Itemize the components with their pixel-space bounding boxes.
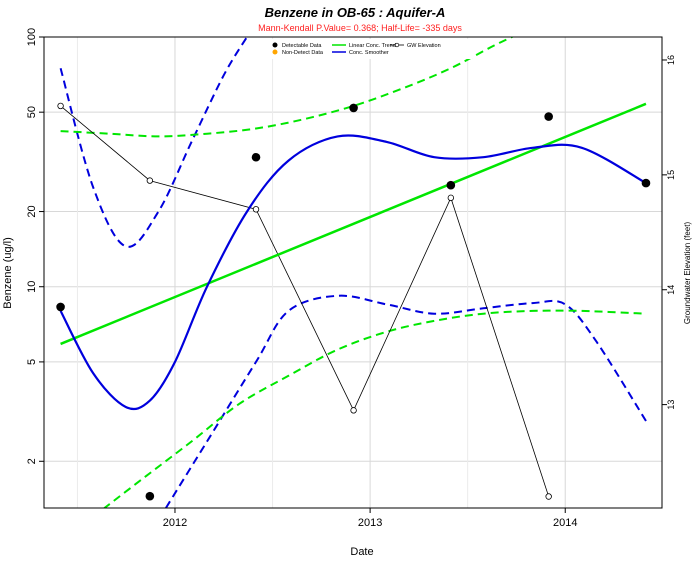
detectable-data-point — [349, 103, 358, 113]
trend-lower-band — [102, 309, 647, 508]
gw-elevation-point — [545, 493, 552, 500]
detectable-data-point — [544, 112, 553, 121]
chart-subtitle: Mann-Kendall P.Value= 0.368; Half-Life= … — [258, 23, 462, 33]
plot-frame — [43, 36, 663, 509]
gw-elevation-point — [252, 206, 260, 213]
y2-tick-label: 16 — [666, 55, 676, 65]
legend-swatch-marker — [394, 42, 400, 48]
detectable-data-point — [446, 180, 456, 190]
y-tick-label: 5 — [26, 359, 38, 365]
legend-label: Linear Conc. Trend — [349, 43, 396, 49]
chart-title: Benzene in OB-65 : Aquifer-A — [265, 5, 446, 20]
detectable-data-point — [641, 178, 651, 188]
gw-elevation-point — [447, 194, 455, 202]
x-tick-label: 2012 — [163, 517, 187, 529]
legend-label: Detectable Data — [282, 43, 322, 49]
y-tick-label: 10 — [26, 281, 38, 293]
legend-swatch — [272, 42, 278, 48]
series-layer — [56, 102, 651, 501]
y2-tick-label: 14 — [666, 285, 676, 295]
x-tick-label: 2014 — [553, 517, 577, 529]
x-axis-label: Date — [350, 546, 373, 558]
gw-elevation-point — [146, 177, 154, 184]
y-tick-label: 50 — [26, 106, 38, 118]
linear-trend-line — [60, 102, 647, 346]
smoother-upper-band — [59, 37, 248, 248]
legend-box — [266, 39, 472, 59]
legend-label: Non-Detect Data — [282, 50, 324, 56]
gw-elevation-point — [350, 407, 357, 414]
detectable-data-point — [251, 152, 261, 162]
y2-axis-label: Groundwater Elevation (feet) — [683, 222, 692, 325]
confidence-bands — [59, 37, 647, 508]
trend-upper-band — [60, 37, 515, 138]
gw-elevation-line — [60, 105, 550, 497]
y-tick-label: 100 — [26, 28, 38, 46]
y-tick-label: 2 — [26, 458, 38, 464]
gw-elevation-point — [57, 102, 64, 110]
y-axis-label: Benzene (ug/l) — [2, 237, 14, 309]
conc-smoother-line — [59, 134, 647, 411]
legend-label: Conc. Smoother — [349, 50, 389, 56]
axes: 2012 2013 2014 2 5 10 20 50 100 13 14 15 16 — [26, 28, 676, 529]
y2-tick-label: 15 — [666, 170, 676, 180]
legend-label: GW Elevation — [407, 43, 441, 49]
y-tick-label: 20 — [26, 205, 38, 217]
detectable-data-point — [56, 302, 65, 312]
y2-tick-label: 13 — [666, 400, 676, 410]
x-tick-label: 2013 — [358, 517, 382, 529]
legend-swatch — [272, 49, 278, 55]
detectable-data-point — [145, 491, 155, 501]
